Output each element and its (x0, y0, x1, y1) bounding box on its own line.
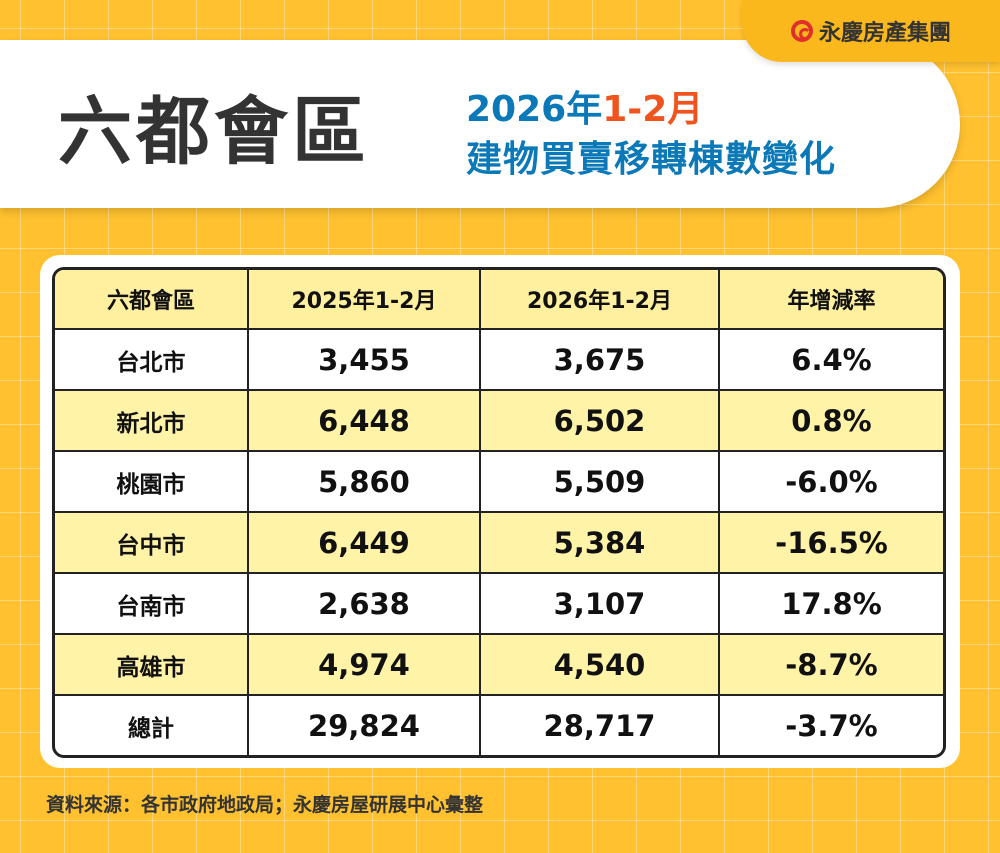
title-banner (0, 40, 960, 208)
value-2025-cell: 4,974 (249, 635, 481, 696)
value-2026-cell: 3,107 (481, 574, 720, 635)
subtitle-months: 1-2月 (602, 89, 704, 130)
city-cell: 台南市 (55, 574, 249, 635)
value-2025-cell: 2,638 (249, 574, 481, 635)
table-row: 高雄市 4,974 4,540 -8.7% (55, 635, 943, 696)
column-header: 2025年1-2月 (249, 270, 481, 330)
page-title: 六都會區 (58, 89, 370, 175)
value-2026-cell: 6,502 (481, 391, 720, 452)
change-rate-cell: 6.4% (720, 330, 943, 391)
table-row: 新北市 6,448 6,502 0.8% (55, 391, 943, 452)
table-row: 總計 29,824 28,717 -3.7% (55, 696, 943, 755)
change-rate-cell: -3.7% (785, 708, 878, 743)
change-rate-cell: -8.7% (720, 635, 943, 696)
column-header: 2026年1-2月 (481, 270, 720, 330)
logo-icon (790, 20, 813, 42)
city-cell: 台中市 (55, 513, 249, 574)
city-cell: 總計 (55, 696, 249, 755)
subtitle-period: 2026年1-2月 (466, 80, 703, 132)
city-cell: 高雄市 (55, 635, 249, 696)
table-row: 台中市 6,449 5,384 -16.5% (55, 513, 943, 574)
value-2025-cell: 5,860 (249, 452, 481, 513)
change-rate-cell: -16.5% (720, 513, 943, 574)
value-2026-cell: 4,540 (481, 635, 720, 696)
value-2026-cell: 3,675 (481, 330, 720, 391)
value-2025-cell: 29,824 (249, 696, 481, 755)
column-header: 年增減率 (720, 270, 943, 330)
brand-logo: 永慶房產集團 (742, 0, 1000, 62)
change-rate-cell: 17.8% (720, 574, 943, 635)
subtitle-year: 2026年 (466, 89, 603, 130)
subtitle: 建物買賣移轉棟數變化 (466, 139, 837, 180)
value-2025-cell: 3,455 (249, 330, 481, 391)
city-cell: 新北市 (55, 391, 249, 452)
source-note: 資料來源：各市政府地政局；永慶房屋研展中心彙整 (46, 794, 484, 816)
change-rate-cell: -6.0% (720, 452, 943, 513)
value-2026-cell: 28,717 (481, 696, 720, 755)
value-2026-cell: 5,384 (481, 513, 720, 574)
change-rate-cell: 0.8% (720, 391, 943, 452)
value-2025-cell: 6,448 (249, 391, 481, 452)
column-header: 六都會區 (55, 270, 249, 330)
table-row: 台南市 2,638 3,107 17.8% (55, 574, 943, 635)
city-cell: 桃園市 (55, 452, 249, 513)
logo-text: 永慶房產集團 (818, 21, 951, 46)
table-row: 桃園市 5,860 5,509 -6.0% (55, 452, 943, 513)
value-2026-cell: 5,509 (481, 452, 720, 513)
table-header-row: 六都會區 2025年1-2月 2026年1-2月 年增減率 (55, 270, 943, 330)
value-2025-cell: 6,449 (249, 513, 481, 574)
table-row: 台北市 3,455 3,675 6.4% (55, 330, 943, 391)
city-cell: 台北市 (55, 330, 249, 391)
data-table: 六都會區 2025年1-2月 2026年1-2月 年增減率 台北市 3,455 3,… (52, 267, 946, 758)
